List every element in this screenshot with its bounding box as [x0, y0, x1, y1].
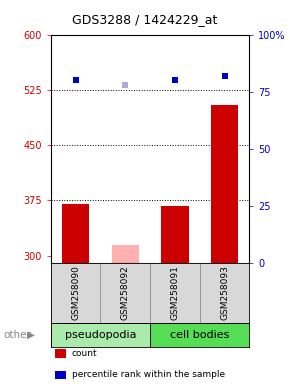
Text: percentile rank within the sample: percentile rank within the sample [72, 370, 225, 379]
Point [123, 82, 128, 88]
Bar [112, 245, 139, 263]
Text: cell bodies: cell bodies [170, 329, 229, 340]
Bar [62, 204, 89, 263]
Text: count: count [72, 349, 97, 358]
Bar [150, 263, 200, 323]
Bar [100, 263, 150, 323]
Bar [51, 263, 100, 323]
Text: GSM258091: GSM258091 [171, 265, 180, 320]
Text: GSM258090: GSM258090 [71, 265, 80, 320]
Text: other: other [3, 329, 31, 340]
Text: pseudopodia: pseudopodia [65, 329, 136, 340]
Bar [150, 323, 249, 347]
Bar [51, 323, 150, 347]
Text: GSM258092: GSM258092 [121, 265, 130, 320]
Text: ▶: ▶ [27, 329, 35, 340]
Point [173, 77, 177, 83]
Point [73, 77, 78, 83]
Bar [211, 104, 238, 263]
Bar [161, 205, 188, 263]
Text: GDS3288 / 1424229_at: GDS3288 / 1424229_at [72, 13, 218, 26]
Bar [200, 263, 249, 323]
Text: GSM258093: GSM258093 [220, 265, 229, 320]
Point [222, 73, 227, 79]
